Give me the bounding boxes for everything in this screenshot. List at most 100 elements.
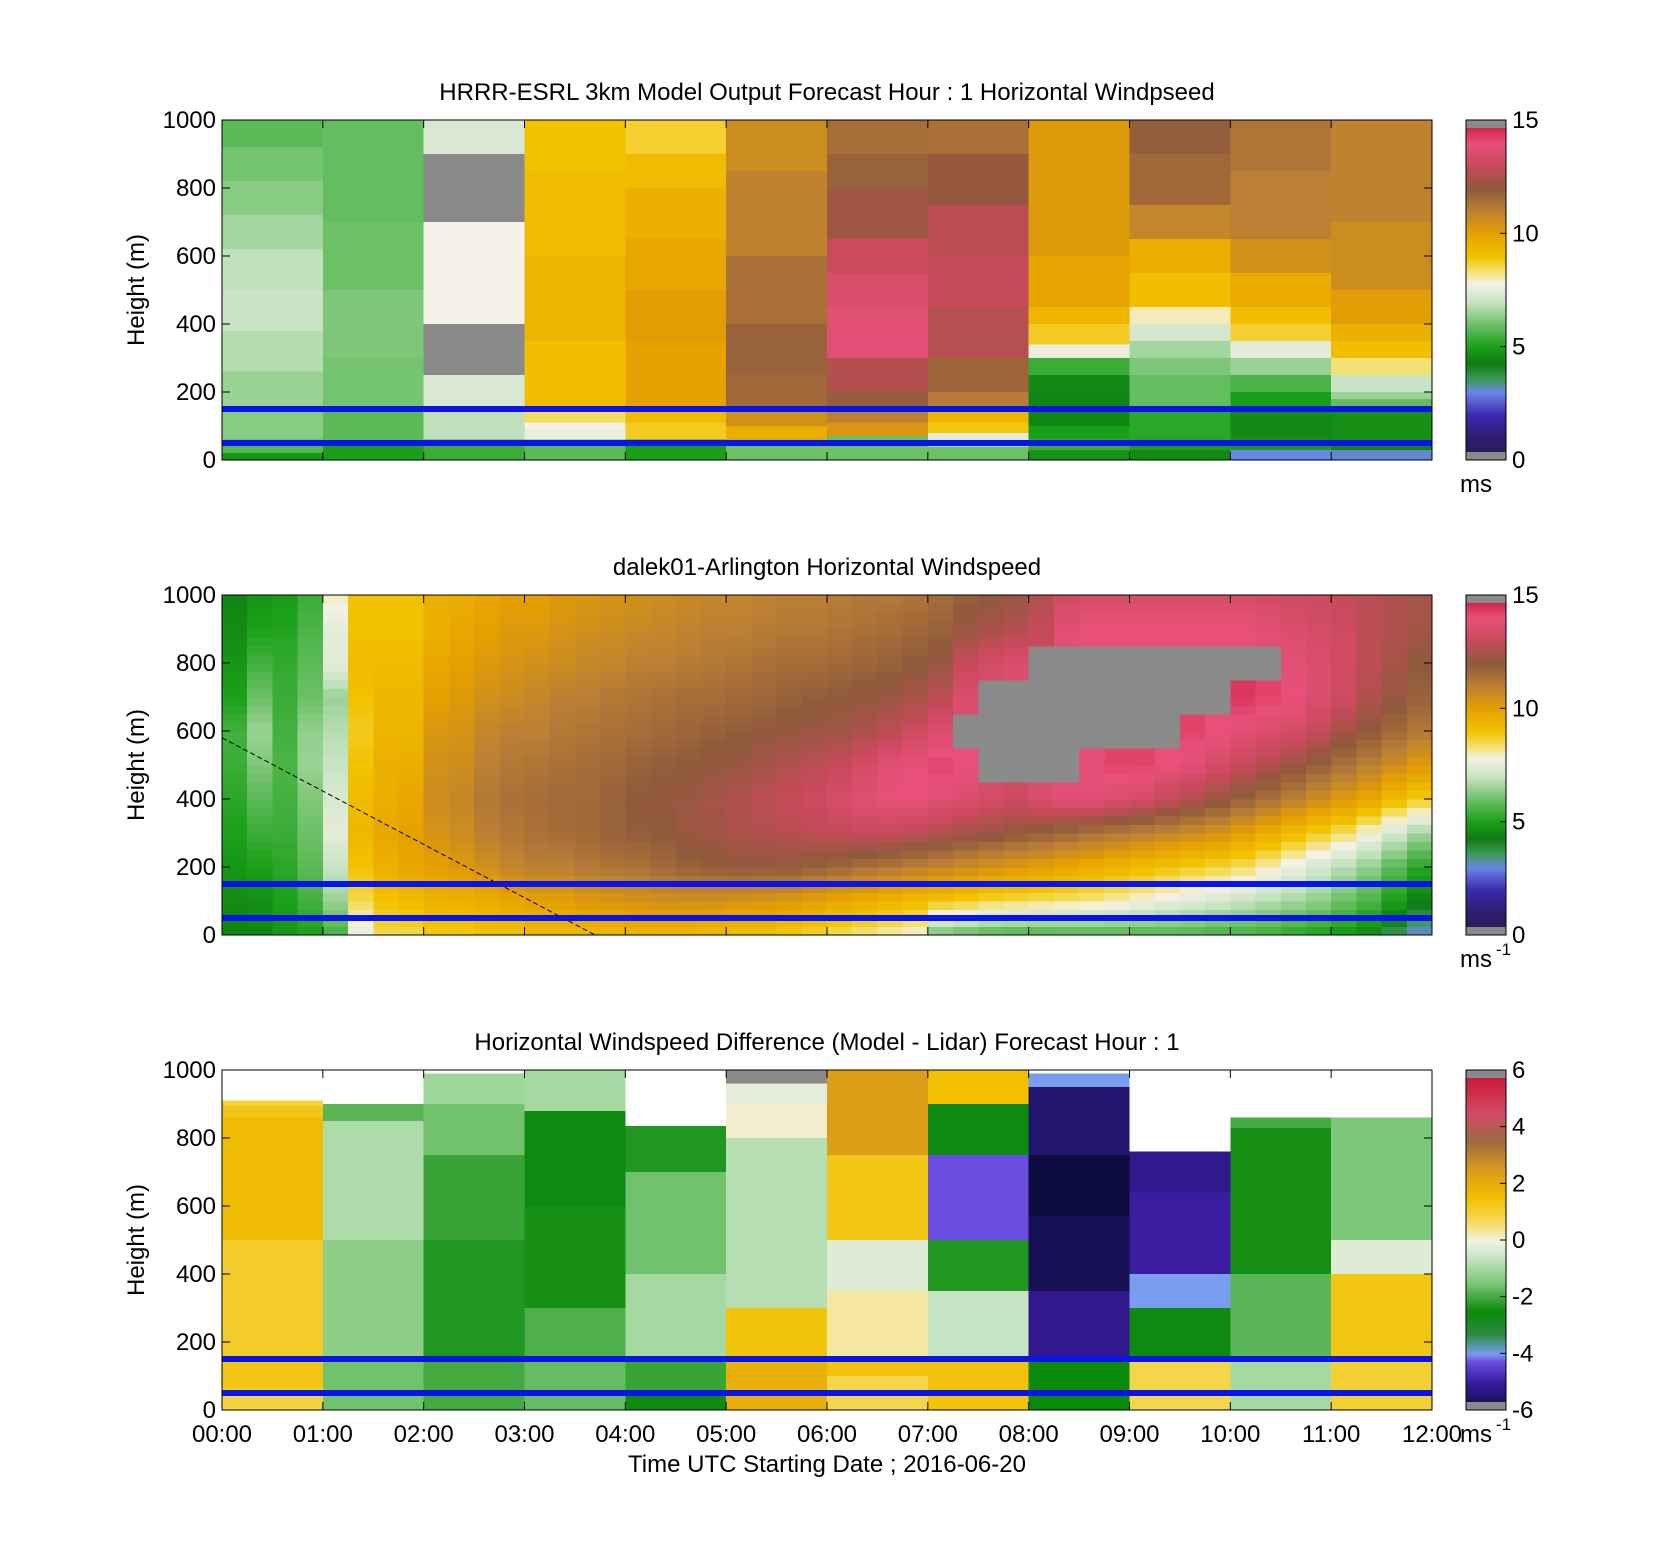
heatmap-cell (675, 901, 702, 910)
heatmap-cell (1356, 637, 1383, 647)
heatmap-cell (1154, 739, 1181, 749)
heatmap-cell (1154, 705, 1181, 715)
heatmap-cell (877, 799, 904, 808)
heatmap-cell (1104, 688, 1130, 698)
colorbar-swatch (1466, 1344, 1506, 1348)
heatmap-cell (877, 833, 904, 842)
heatmap-cell (322, 884, 349, 893)
heatmap-cell (1104, 799, 1130, 808)
heatmap-cell (1129, 901, 1156, 910)
heatmap-cell (801, 612, 828, 621)
heatmap-cell (852, 612, 878, 621)
heatmap-cell (1205, 697, 1231, 706)
heatmap-cell (650, 663, 677, 672)
heatmap-cell (675, 926, 702, 936)
colorbar-swatch (1466, 1108, 1506, 1112)
heatmap-cell (801, 824, 828, 834)
x-tick-label: 05:00 (696, 1421, 756, 1448)
heatmap-cell (524, 171, 626, 256)
heatmap-cell (726, 171, 827, 256)
heatmap-cell (776, 654, 803, 664)
heatmap-cell (524, 918, 551, 927)
heatmap-cell (1028, 918, 1055, 927)
heatmap-cell (499, 680, 525, 689)
colorbar-swatch (1466, 830, 1506, 834)
heatmap-cell (499, 782, 525, 791)
heatmap-cell (1003, 739, 1030, 749)
heatmap-cell (1154, 884, 1181, 893)
colorbar-swatch (1466, 692, 1506, 696)
heatmap-cell (1331, 875, 1357, 885)
heatmap-cell (297, 620, 324, 630)
heatmap-cell (1280, 833, 1307, 842)
heatmap-cell (373, 909, 399, 919)
heatmap-cell (398, 773, 425, 783)
heatmap-cell (474, 799, 500, 808)
heatmap-cell (726, 714, 752, 723)
heatmap-cell (1053, 765, 1080, 774)
heatmap-cell (1280, 875, 1307, 885)
heatmap-cell (549, 637, 576, 647)
heatmap-cell (1255, 773, 1282, 783)
heatmap-cell (852, 765, 878, 774)
heatmap-cell (827, 790, 853, 800)
heatmap-cell (322, 833, 349, 842)
colorbar-swatch (1466, 647, 1506, 650)
heatmap-cell (272, 926, 299, 936)
heatmap-cell (1305, 884, 1332, 893)
heatmap-cell (549, 654, 576, 664)
heatmap-cell (1079, 782, 1105, 791)
heatmap-cell (474, 705, 500, 715)
heatmap-cell (549, 612, 576, 621)
heatmap-cell (549, 756, 576, 766)
heatmap-cell (474, 858, 500, 868)
heatmap-cell (247, 697, 273, 706)
colorbar-swatch (1466, 305, 1506, 309)
heatmap-cell (700, 612, 727, 621)
colorbar-swatch (1466, 380, 1506, 384)
heatmap-cell (423, 807, 450, 817)
colorbar-swatch (1466, 351, 1506, 355)
colorbar-swatch (1466, 1106, 1506, 1110)
colorbar-swatch (1466, 903, 1506, 907)
heatmap-cell (1406, 697, 1433, 706)
heatmap-cell (322, 688, 349, 698)
heatmap-cell (322, 671, 349, 681)
heatmap-cell (1104, 850, 1130, 859)
heatmap-cell (1179, 816, 1206, 825)
heatmap-cell (297, 680, 324, 689)
colorbar-swatch (1466, 658, 1506, 662)
heatmap-cell (549, 671, 576, 681)
heatmap-cell (1003, 892, 1030, 902)
heatmap-cell (625, 705, 652, 715)
heatmap-cell (827, 612, 853, 621)
colorbar-swatch (1466, 880, 1506, 884)
heatmap-cell (1179, 773, 1206, 783)
heatmap-cell (1154, 646, 1181, 655)
heatmap-cell (776, 824, 803, 834)
heatmap-cell (1205, 858, 1231, 868)
heatmap-cell (902, 909, 929, 919)
heatmap-cell (1331, 120, 1432, 222)
heatmap-cell (1079, 620, 1105, 630)
heatmap-cell (1154, 697, 1181, 706)
heatmap-cell (1154, 663, 1181, 672)
colorbar-swatch (1466, 151, 1506, 155)
colorbar-swatch (1466, 1183, 1506, 1187)
heatmap-cell (348, 654, 374, 664)
colorbar-swatch (1466, 324, 1506, 327)
colorbar-swatch (1466, 889, 1506, 893)
heatmap-cell (1053, 731, 1080, 740)
heatmap-cell (1154, 926, 1181, 936)
colorbar-swatch (1466, 796, 1506, 800)
heatmap-cell (902, 680, 929, 689)
heatmap-cell (474, 646, 500, 655)
heatmap-cell (348, 892, 374, 902)
heatmap-cell (1179, 918, 1206, 927)
heatmap-cell (953, 748, 979, 757)
heatmap-cell (1230, 603, 1257, 613)
heatmap-cell (448, 748, 475, 757)
heatmap-cell (524, 1308, 626, 1359)
heatmap-cell (297, 688, 324, 698)
heatmap-cell (1255, 748, 1282, 757)
